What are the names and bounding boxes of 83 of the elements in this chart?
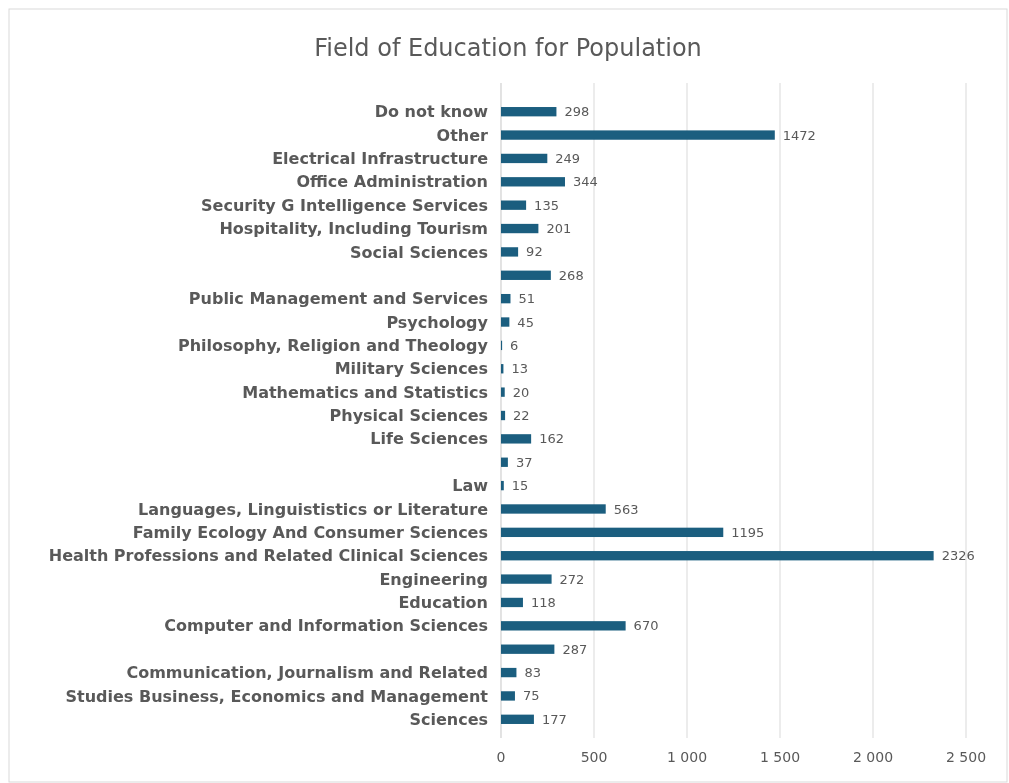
data-label: 37: [515, 454, 533, 470]
data-label: 344: [572, 174, 598, 190]
data-label: 135: [534, 197, 559, 213]
data-label: 2326: [941, 548, 975, 564]
y-tick-label: Physical Sciences: [329, 406, 488, 426]
x-tick-label: 1 500: [759, 749, 801, 765]
y-tick-label: Computer and Information Sciences: [164, 616, 488, 636]
y-tick-label: Office Administration: [296, 172, 488, 192]
bar: [501, 504, 606, 514]
bar: [501, 177, 565, 187]
data-label: 92: [526, 244, 543, 260]
bar: [501, 130, 775, 140]
data-label: 268: [558, 267, 584, 283]
data-label: 1195: [731, 524, 765, 540]
data-label: 22: [513, 408, 530, 424]
y-tick-label: Communication, Journalism and Related: [126, 663, 488, 683]
y-tick-label: Hospitality, Including Tourism: [219, 219, 488, 239]
data-label: 201: [546, 221, 572, 237]
bar: [501, 107, 557, 117]
data-label: 83: [524, 665, 541, 681]
y-tick-label: Law: [452, 476, 489, 496]
x-tick-label: 2 000: [852, 749, 894, 765]
bar: [501, 457, 508, 467]
bar: [501, 644, 555, 654]
y-tick-label: Mathematics and Statistics: [242, 382, 488, 402]
y-tick-label: Philosophy, Religion and Theology: [177, 335, 489, 355]
y-tick-label: Sciences: [409, 709, 488, 729]
bar: [501, 270, 551, 280]
data-label: 162: [539, 431, 564, 447]
data-label: 45: [517, 314, 534, 330]
bar: [501, 387, 505, 397]
y-tick-label: Languages, Linguististics or Literature: [138, 499, 489, 519]
data-label: 118: [530, 595, 556, 611]
y-tick-label: Engineering: [379, 569, 488, 589]
x-tick-label: 2 500: [945, 749, 987, 765]
data-label: 249: [555, 150, 581, 166]
y-tick-label: Life Sciences: [370, 429, 488, 449]
data-label: 20: [512, 384, 530, 400]
bar: [501, 551, 934, 561]
bar: [501, 223, 539, 234]
data-label: 6: [510, 337, 519, 353]
y-tick-label: Public Management and Services: [188, 289, 488, 309]
y-tick-label: Military Sciences: [334, 359, 488, 379]
y-tick-label: Other: [436, 125, 489, 145]
bar: [501, 247, 519, 257]
bar: [501, 597, 523, 608]
data-label: 51: [518, 291, 536, 307]
x-tick-label: 0: [496, 749, 506, 765]
y-tick-label: Social Sciences: [350, 242, 488, 262]
bar: [501, 434, 532, 444]
data-label: 272: [559, 571, 585, 587]
y-tick-label: Studies Business, Economics and Management: [65, 686, 489, 706]
bar: [501, 691, 515, 701]
y-tick-label: Health Professions and Related Clinical Sciences: [48, 546, 488, 566]
chart-title: Field of Education for Population: [314, 34, 702, 62]
data-label: 13: [511, 361, 528, 377]
data-label: 177: [541, 711, 567, 727]
y-tick-label: Education: [398, 593, 488, 613]
bar: [501, 153, 548, 164]
bar: [501, 317, 510, 327]
y-tick-label: Family Ecology And Consumer Sciences: [132, 522, 488, 542]
bar: [501, 200, 527, 210]
bar: [501, 714, 534, 724]
data-label: 1472: [782, 127, 816, 143]
bar: [501, 527, 724, 538]
y-tick-label: Electrical Infrastructure: [272, 149, 489, 169]
data-label: 287: [562, 641, 588, 657]
x-tick-label: 1 000: [666, 749, 708, 765]
data-label: 563: [613, 501, 639, 517]
bar: [501, 410, 506, 421]
data-label: 75: [522, 688, 540, 704]
x-tick-label: 500: [580, 749, 608, 765]
bar: [501, 293, 511, 304]
bar: [501, 667, 517, 678]
data-label: 670: [633, 618, 659, 634]
data-label: 15: [511, 478, 529, 494]
data-label: 298: [564, 104, 590, 120]
y-tick-label: Security G Intelligence Services: [201, 195, 488, 215]
bar: [501, 574, 552, 584]
y-tick-label: Psychology: [386, 312, 489, 332]
bar: [501, 480, 504, 491]
y-tick-label: Do not know: [374, 102, 489, 122]
bar: [501, 621, 626, 631]
